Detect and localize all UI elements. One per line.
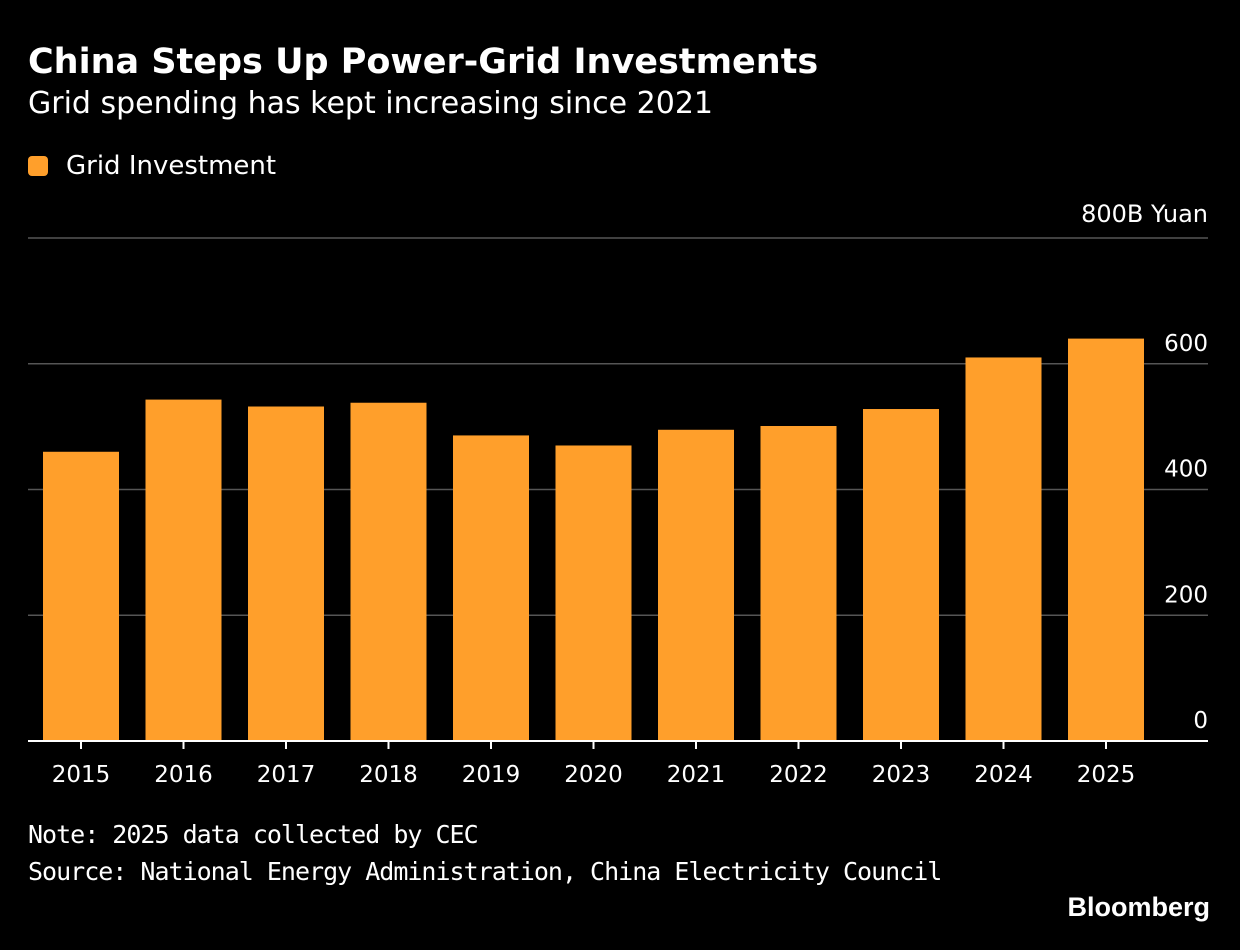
source-note: Source: National Energy Administration, … bbox=[28, 857, 942, 886]
chart-title: China Steps Up Power-Grid Investments bbox=[28, 42, 819, 82]
x-tick-label-2016: 2016 bbox=[154, 762, 213, 788]
y-axis-unit-label: 800B Yuan bbox=[1081, 200, 1208, 228]
bar-2017 bbox=[248, 406, 324, 741]
x-tick-label-2019: 2019 bbox=[462, 762, 521, 788]
y-tick-label-400: 400 bbox=[1164, 457, 1208, 483]
x-tick-label-2023: 2023 bbox=[872, 762, 931, 788]
bar-2020 bbox=[555, 445, 632, 741]
y-tick-label-200: 200 bbox=[1164, 582, 1208, 608]
y-tick-label-0: 0 bbox=[1193, 708, 1208, 734]
bar-2018 bbox=[350, 402, 427, 741]
y-tick-label-600: 600 bbox=[1164, 331, 1208, 357]
bar-2019 bbox=[453, 435, 529, 741]
chart-subtitle: Grid spending has kept increasing since … bbox=[28, 86, 714, 121]
x-tick-label-2025: 2025 bbox=[1077, 762, 1136, 788]
legend-label: Grid Investment bbox=[66, 151, 277, 181]
bar-chart: 0 200 400 600 2015 2016 2017 2018 2019 2020 2021 20… bbox=[28, 237, 1208, 788]
legend-swatch bbox=[28, 156, 48, 176]
footnote: Note: 2025 data collected by CEC bbox=[28, 820, 479, 849]
bar-2021 bbox=[658, 429, 734, 741]
bar-2016 bbox=[145, 399, 222, 741]
bar-2025 bbox=[1068, 338, 1144, 741]
x-tick-label-2022: 2022 bbox=[769, 762, 828, 788]
x-tick-label-2015: 2015 bbox=[52, 762, 111, 788]
x-tick-label-2024: 2024 bbox=[974, 762, 1033, 788]
x-tick-label-2018: 2018 bbox=[359, 762, 418, 788]
bar-2015 bbox=[43, 451, 119, 741]
x-tick-label-2021: 2021 bbox=[667, 762, 726, 788]
bar-2023 bbox=[863, 409, 939, 741]
bar-2024 bbox=[965, 357, 1042, 741]
x-tick-label-2017: 2017 bbox=[257, 762, 316, 788]
legend: Grid Investment bbox=[28, 148, 276, 184]
bar-2022 bbox=[760, 425, 837, 741]
bloomberg-logo: Bloomberg bbox=[1067, 892, 1210, 922]
x-tick-label-2020: 2020 bbox=[564, 762, 623, 788]
